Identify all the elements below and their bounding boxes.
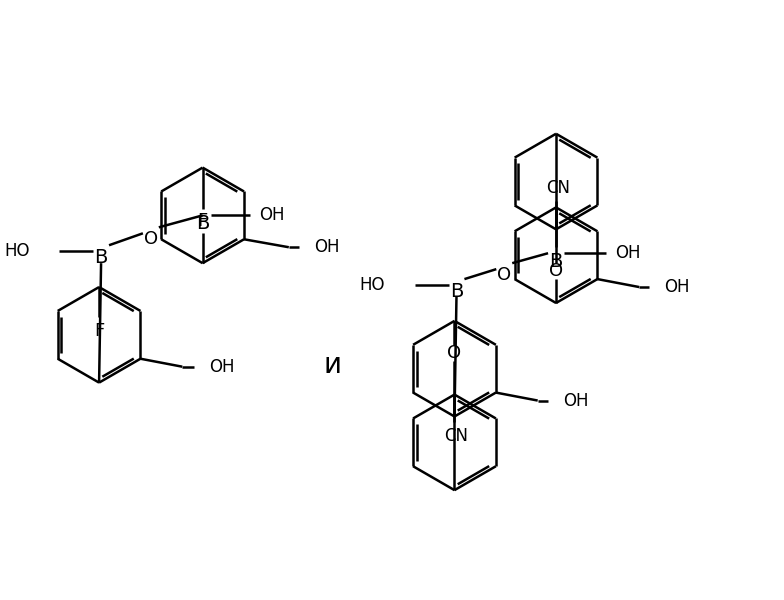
Text: O: O xyxy=(143,230,158,248)
Text: F: F xyxy=(94,322,104,340)
Text: F: F xyxy=(198,212,208,230)
Text: B: B xyxy=(94,248,107,266)
Text: O: O xyxy=(497,266,511,284)
Text: HO: HO xyxy=(4,242,30,260)
Text: B: B xyxy=(196,214,209,233)
Text: OH: OH xyxy=(615,244,641,262)
Text: HO: HO xyxy=(359,276,385,294)
Text: OH: OH xyxy=(209,358,235,376)
Text: B: B xyxy=(550,251,563,271)
Text: CN: CN xyxy=(445,427,469,445)
Text: OH: OH xyxy=(314,238,339,256)
Text: O: O xyxy=(549,262,563,280)
Text: O: O xyxy=(448,344,462,362)
Text: CN: CN xyxy=(546,179,570,197)
Text: OH: OH xyxy=(260,206,285,224)
Text: B: B xyxy=(450,281,463,301)
Text: и: и xyxy=(323,351,341,379)
Text: OH: OH xyxy=(563,392,588,410)
Text: OH: OH xyxy=(664,278,690,296)
